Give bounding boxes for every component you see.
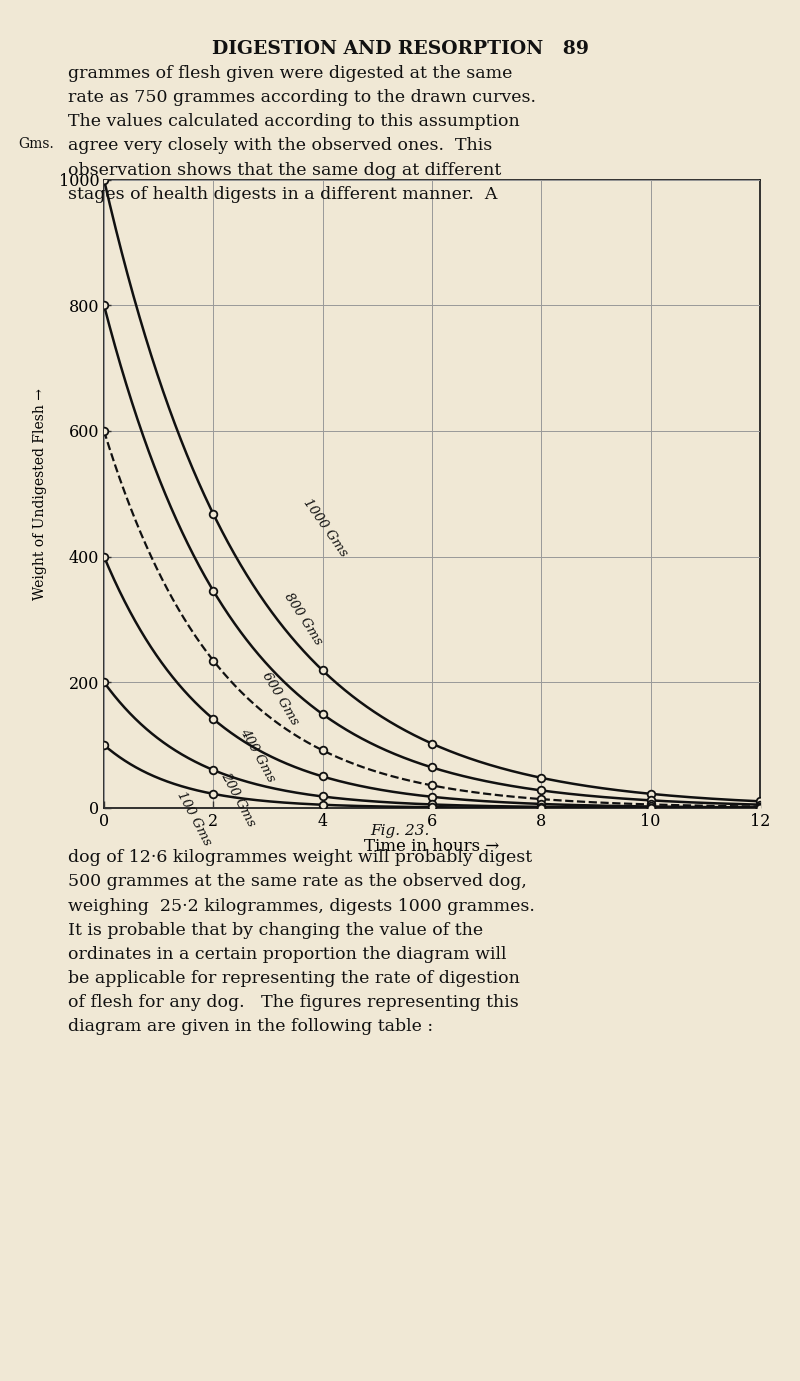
Text: 1000 Gms: 1000 Gms (301, 496, 350, 559)
Text: grammes of flesh given were digested at the same
rate as 750 grammes according t: grammes of flesh given were digested at … (68, 65, 536, 203)
Text: 600 Gms: 600 Gms (260, 670, 302, 726)
Y-axis label: Weight of Undigested Flesh →: Weight of Undigested Flesh → (34, 388, 47, 599)
Text: 100 Gms: 100 Gms (174, 789, 214, 848)
Text: 200 Gms: 200 Gms (218, 771, 258, 829)
Text: 800 Gms: 800 Gms (282, 591, 325, 648)
X-axis label: Time in hours →: Time in hours → (364, 838, 500, 855)
Text: DIGESTION AND RESORPTION   89: DIGESTION AND RESORPTION 89 (211, 40, 589, 58)
Text: 400 Gms: 400 Gms (238, 726, 278, 784)
Text: Gms.: Gms. (18, 137, 54, 152)
Text: Fig. 23.: Fig. 23. (370, 824, 430, 838)
Text: dog of 12·6 kilogrammes weight will probably digest
500 grammes at the same rate: dog of 12·6 kilogrammes weight will prob… (68, 849, 535, 1036)
